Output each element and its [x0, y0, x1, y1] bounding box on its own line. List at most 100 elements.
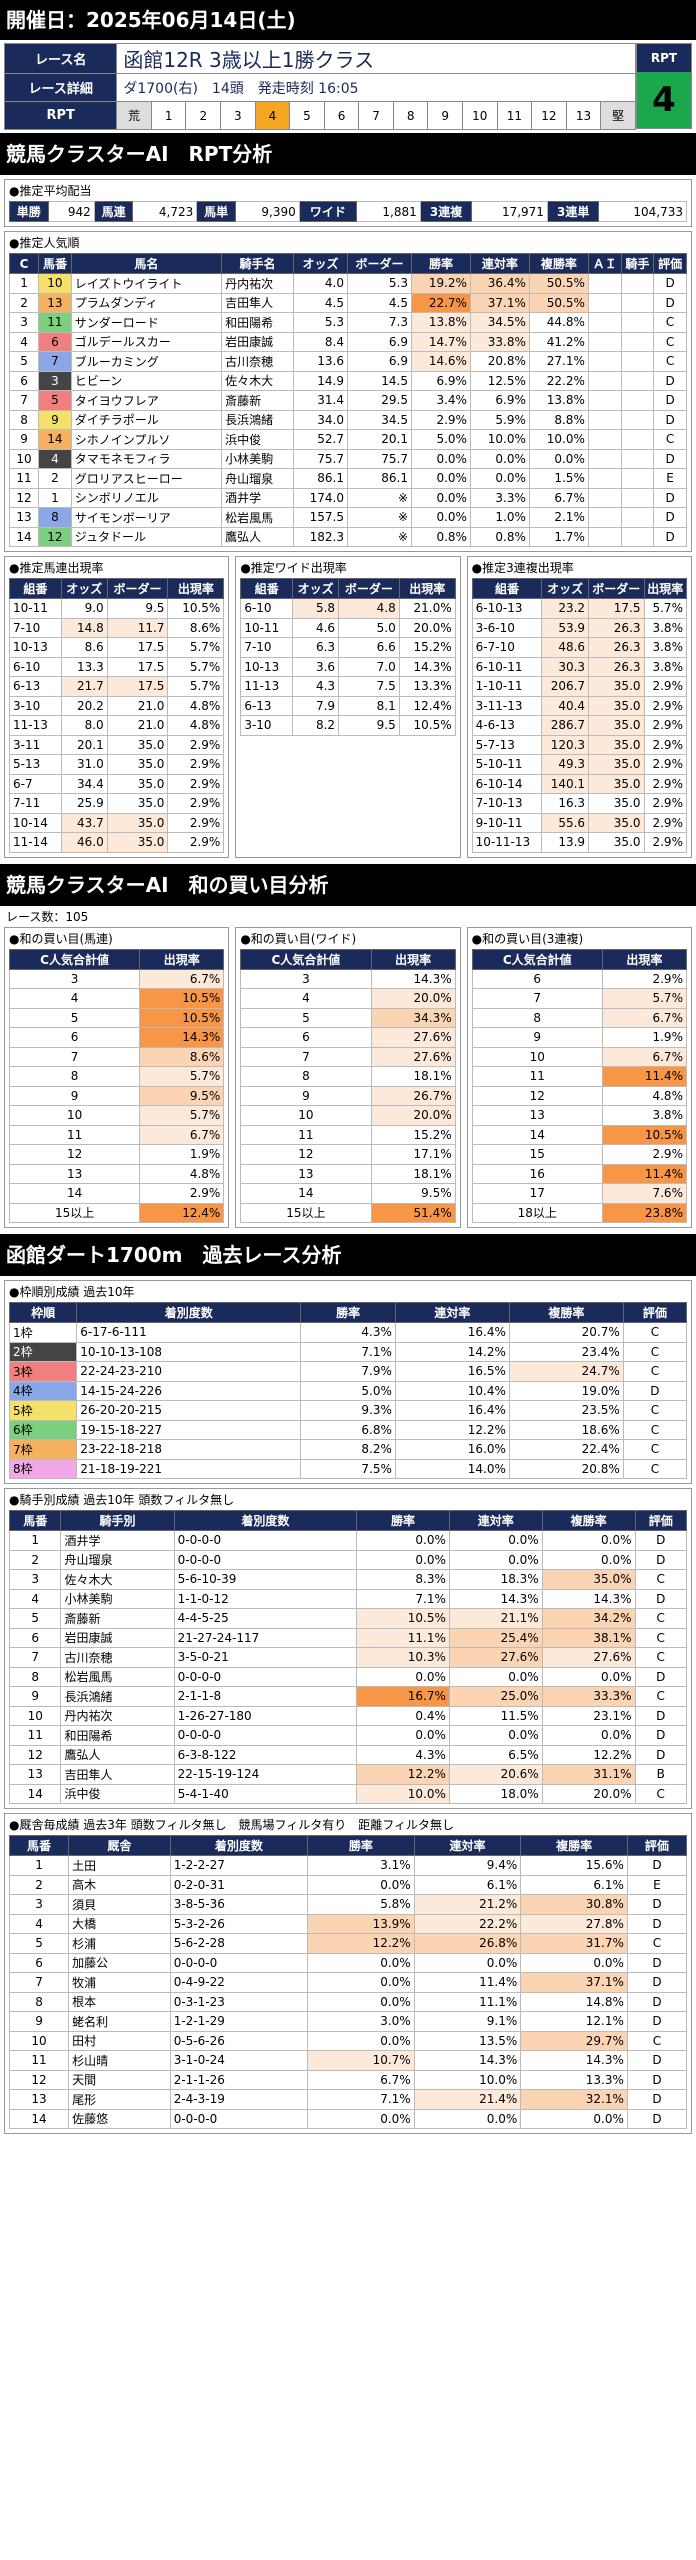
est-cell: 2.9%: [643, 793, 687, 814]
pop-cell: 和田陽希: [221, 312, 294, 333]
pop-cell: 小林美駒: [221, 448, 294, 469]
wa-cell: 6.7%: [139, 1124, 225, 1145]
est-cell: 6-10-11: [471, 656, 543, 677]
table-row: 9 9.5%: [8, 1085, 225, 1106]
table-row: 8 18.1%: [240, 1066, 456, 1087]
avg-value: 104,733: [598, 201, 687, 222]
est-cell: 31.0: [60, 754, 108, 775]
stat-cell: C: [634, 1569, 687, 1590]
stable-panel: ●厩舎毎成績 過去3年 頭数フィルタ無し 競馬場フィルタ有り 距離フィルタ無し …: [4, 1813, 692, 2134]
table-row: 6-10-11 30.3 26.3 3.8%: [471, 656, 687, 677]
avg-value: 17,971: [471, 201, 548, 222]
est-cell: 6-7: [9, 773, 62, 794]
stat-cell: 0.0%: [307, 2030, 415, 2051]
stat-cell: 13: [8, 2089, 70, 2110]
pop-cell: 0.0%: [469, 468, 530, 489]
est-cell: 2.9%: [643, 773, 687, 794]
wa-cell: 9: [240, 1085, 372, 1106]
table-row: 12 天間 2-1-1-26 6.7% 10.0% 13.3% D: [8, 2069, 688, 2090]
pop-cell: [620, 312, 655, 333]
stat-cell: D: [626, 1913, 688, 1934]
est-cell: 10-13: [240, 656, 294, 677]
stat-cell: 18.3%: [448, 1569, 543, 1590]
table-row: 17 7.6%: [471, 1183, 687, 1204]
jockey-panel: ●騎手別成績 過去10年 頭数フィルタ無し 馬番 騎手別 着別度数 勝率 連対率 複勝率評…: [4, 1488, 692, 1809]
stat-cell: 8: [8, 1991, 70, 2012]
stat-cell: 吉田隼人: [60, 1764, 175, 1785]
est-cell: 21.7: [60, 676, 108, 697]
pop-cell: 13: [8, 507, 40, 528]
est-cell: 6-10: [240, 598, 294, 619]
stat-cell: D: [634, 1705, 687, 1726]
pop-cell: [620, 429, 655, 450]
est-cell: 7.5: [338, 676, 400, 697]
stat-cell: 26-20-20-215: [76, 1400, 302, 1421]
stat-cell: 3-1-0-24: [169, 2050, 309, 2071]
table-row: 10-14 43.7 35.0 2.9%: [9, 812, 225, 833]
popularity-panel: ●推定人気順 C 馬番 馬名 騎手名 オッズ ボーダー 勝率 連対率 複勝率 ＡＩ 騎手 評価 1 10 レ…: [4, 231, 692, 552]
stat-cell: 12.2%: [541, 1744, 636, 1765]
pop-cell: 9: [8, 429, 40, 450]
pop-cell: 4.5: [292, 292, 348, 313]
wa-cell: 11.4%: [601, 1163, 687, 1184]
table-row: 12 鷹弘人 6-3-8-122 4.3% 6.5% 12.2% D: [8, 1744, 687, 1765]
wa-title: ●和の買い目(馬連): [9, 931, 113, 946]
table-row: 4-6-13 286.7 35.0 2.9%: [471, 715, 687, 736]
stat-cell: 12: [8, 1744, 62, 1765]
stat-cell: D: [634, 1725, 687, 1746]
pop-cell: [620, 468, 655, 489]
stat-cell: 27.6%: [541, 1647, 636, 1668]
pop-cell: ヒビーン: [70, 370, 223, 391]
est-header: オッズ: [60, 578, 108, 599]
pop-cell: [620, 526, 655, 547]
wa-grid: ●和の買い目(馬連) C人気合計値 出現率 3 6.7% 4 10.5% 5 10.5% 6 14.…: [4, 926, 692, 1228]
pop-cell: 22.7%: [411, 292, 471, 313]
stat-cell: 0-2-0-31: [169, 1874, 309, 1895]
wa-sanren-panel: ●和の買い目(3連複) C人気合計値 出現率 6 2.9% 7 5.7% 8 6.7% 9 1.9%…: [466, 926, 692, 1228]
est-cell: 9-10-11: [471, 812, 543, 833]
stat-cell: 0.0%: [356, 1549, 450, 1570]
table-row: 15以上 51.4%: [240, 1202, 456, 1223]
stat-cell: 4枠: [8, 1380, 78, 1401]
est-cell: 17.5: [106, 637, 169, 658]
pop-cell: 37.1%: [469, 292, 530, 313]
stat-cell: 11.4%: [413, 1972, 522, 1993]
table-row: 10-13 3.6 7.0 14.3%: [240, 656, 456, 677]
table-row: 10-11-13 13.9 35.0 2.9%: [471, 832, 687, 853]
stat-header: 連対率: [413, 1835, 522, 1856]
pop-cell: [587, 429, 622, 450]
wa-cell: 6: [471, 968, 603, 989]
stat-cell: 10: [8, 2030, 70, 2051]
umaren-panel: ●推定馬連出現率 組番 オッズ ボーダー 出現率 10-11 9.0 9.5 10.5% 7-10…: [4, 556, 230, 858]
stat-cell: 6.8%: [300, 1419, 396, 1440]
pop-cell: 舟山瑠泉: [221, 468, 294, 489]
est-cell: 3-11-13: [471, 695, 543, 716]
stat-cell: 21.1%: [448, 1608, 543, 1629]
pop-cell: 斎藤新: [221, 390, 294, 411]
wa-cell: 18.1%: [370, 1163, 456, 1184]
pop-cell: 6.9: [346, 351, 413, 372]
table-row: 6-13 7.9 8.1 12.4%: [240, 695, 456, 716]
stat-cell: C: [626, 2030, 688, 2051]
stat-cell: 杉山晴: [68, 2050, 171, 2071]
pop-cell: 52.7: [292, 429, 348, 450]
stat-header: 評価: [634, 1510, 687, 1531]
stat-cell: 5-3-2-26: [169, 1913, 309, 1934]
stat-cell: 4: [8, 1588, 62, 1609]
table-row: 6枠 19-15-18-227 6.8% 12.2% 18.6% C: [8, 1419, 688, 1440]
week-cell: 9: [427, 101, 463, 130]
stat-cell: 9: [8, 1686, 62, 1707]
wa-cell: 8: [240, 1066, 372, 1087]
est-cell: 3.8%: [643, 617, 687, 638]
pop-cell: [620, 351, 655, 372]
wa-cell: 9.5%: [139, 1085, 225, 1106]
est-cell: 10-11: [240, 617, 294, 638]
stat-cell: 5枠: [8, 1400, 78, 1421]
pop-cell: 長浜鴻緒: [221, 409, 294, 430]
pop-cell: 1: [8, 273, 40, 294]
stat-cell: 10.0%: [413, 2069, 522, 2090]
wa-cell: 14: [471, 1124, 603, 1145]
stat-cell: 13.9%: [307, 1913, 415, 1934]
table-row: 11 杉山晴 3-1-0-24 10.7% 14.3% 14.3% D: [8, 2050, 688, 2071]
wa-cell: 15以上: [240, 1202, 372, 1223]
